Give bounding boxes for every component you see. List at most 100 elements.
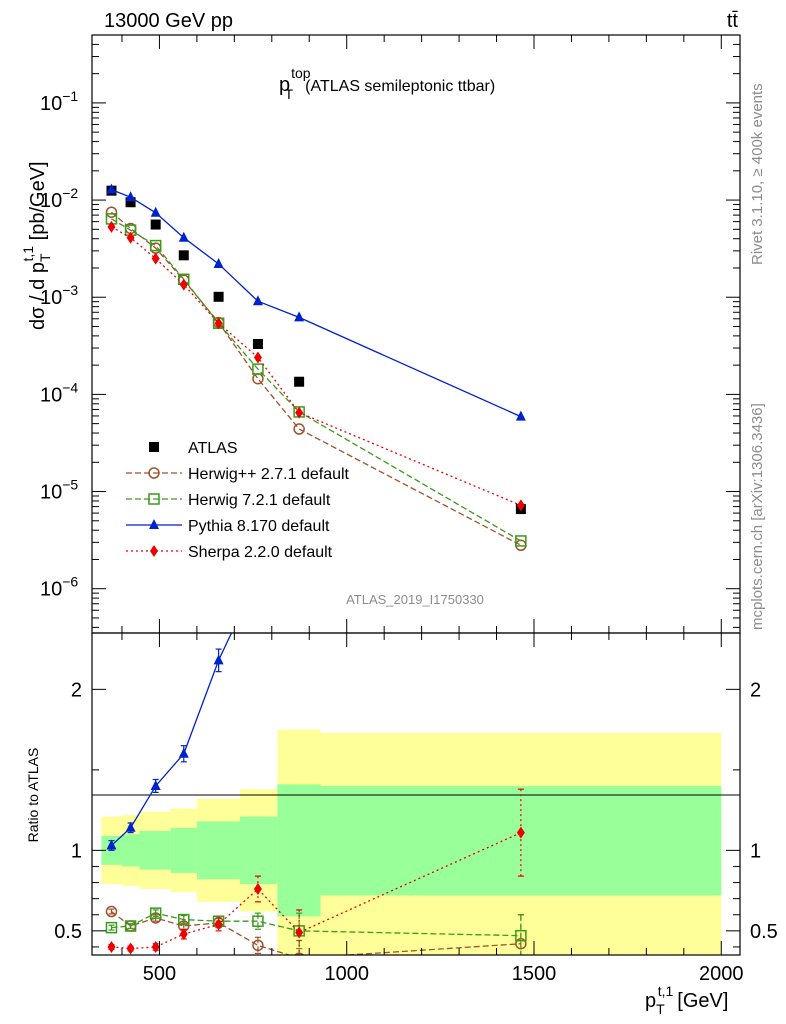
main-ytick-label: 10−4 (40, 379, 78, 406)
main-point (515, 410, 526, 421)
legend-entry: Sherpa 2.2.0 default (126, 544, 333, 561)
ratio-ytick-label-left: 0.5 (54, 921, 82, 943)
green-band (139, 831, 171, 870)
main-point (252, 372, 264, 385)
main-series-2 (105, 213, 527, 547)
legend-marker (148, 467, 160, 479)
ratio-line-1 (111, 912, 521, 937)
main-line-2 (111, 218, 522, 542)
green-band (121, 834, 140, 867)
main-point (178, 231, 189, 242)
ratio-point (213, 654, 224, 665)
legend-label: ATLAS (188, 440, 238, 457)
x-tick-label: 500 (143, 963, 176, 985)
legend-marker (149, 442, 159, 452)
mcplots-label: mcplots.cern.ch [arXiv:1306.3436] (749, 403, 766, 630)
main-point (294, 376, 305, 387)
ratio-point (178, 913, 190, 926)
ratio-ytick-label-right: 1 (750, 840, 761, 862)
ratio-point (516, 826, 525, 839)
main-point (294, 311, 305, 322)
main-point (105, 206, 118, 218)
main-point (150, 206, 161, 217)
x-axis-label: pTt,1 [GeV] (645, 983, 728, 1017)
x-tick-label: 2000 (699, 963, 744, 985)
main-point (149, 239, 162, 252)
ratio-point (179, 928, 188, 941)
main-point (515, 535, 527, 547)
legend-label: Herwig++ 2.7.1 default (188, 466, 350, 483)
main-point (106, 183, 117, 194)
ratio-point (295, 926, 304, 939)
ratio-series-layer (105, 633, 527, 955)
ratio-ytick-label-right: 2 (750, 679, 761, 701)
ratio-point (149, 907, 162, 919)
ratio-point (126, 942, 135, 955)
ratio-point (150, 779, 161, 790)
ratio-ylabel: Ratio to ATLAS (25, 748, 41, 843)
main-point (107, 220, 116, 233)
main-point (179, 278, 188, 291)
main-point (150, 219, 161, 230)
main-point (252, 363, 264, 375)
main-point (214, 317, 223, 330)
ratio-point (151, 940, 160, 953)
main-point (213, 291, 224, 302)
legend-entry: ATLAS (149, 440, 238, 457)
ratio-point (253, 882, 262, 895)
main-point (178, 250, 189, 261)
legend-label: Herwig 7.2.1 default (188, 492, 331, 509)
main-point (293, 423, 305, 435)
main-point (125, 191, 136, 202)
legend-label: Sherpa 2.2.0 default (188, 544, 333, 561)
main-ytick-label: 10−5 (40, 477, 78, 504)
ratio-point (252, 915, 264, 927)
main-series-3 (106, 183, 526, 421)
legend: ATLAS Herwig++ 2.7.1 default Herwig 7.2.1 … (126, 440, 350, 561)
ratio-point (178, 747, 189, 758)
legend-marker (149, 519, 159, 529)
ratio-series-2 (106, 633, 233, 851)
main-point (213, 257, 224, 268)
ratio-point (106, 839, 117, 850)
legend-entry: Herwig 7.2.1 default (126, 492, 331, 509)
legend-entry: Pythia 8.170 default (126, 518, 330, 535)
ratio-point (105, 905, 118, 918)
main-ytick-label: 10−1 (40, 88, 78, 115)
rivet-version-label: Rivet 3.1.10, ≥ 400k events (749, 83, 766, 265)
main-ytick-label: 10−2 (40, 185, 78, 212)
energy-label: 13000 GeV pp (104, 10, 233, 32)
ratio-ytick-label-right: 0.5 (750, 921, 778, 943)
ratio-point (214, 918, 223, 931)
legend-marker (150, 545, 158, 557)
main-series-0 (106, 185, 526, 515)
main-ytick-label: 10−3 (40, 282, 78, 309)
green-band (277, 784, 321, 917)
main-point (295, 406, 304, 419)
green-band (239, 816, 278, 885)
main-point (252, 295, 263, 306)
ratio-ytick-label-left: 1 (71, 840, 82, 862)
legend-label: Pythia 8.170 default (188, 518, 330, 535)
ratio-point (515, 929, 527, 942)
ratio-point (252, 939, 264, 952)
main-point (126, 231, 135, 244)
green-band (170, 827, 197, 873)
main-series-4 (107, 220, 525, 512)
ratio-point (294, 952, 304, 955)
x-tick-label: 1000 (324, 963, 369, 985)
ratio-series-1 (105, 907, 527, 955)
ratio-ytick-label-left: 2 (71, 679, 82, 701)
legend-marker (148, 493, 160, 505)
legend-entry: Herwig++ 2.7.1 default (126, 466, 350, 483)
main-point (516, 499, 525, 512)
main-series-layer (105, 183, 527, 552)
main-point (253, 351, 262, 364)
ratio-point (125, 821, 136, 832)
main-ylabel: dσ / d pTt,1 [pb/GeV] (20, 161, 53, 330)
process-label: tt̄ (727, 10, 739, 32)
main-point (252, 339, 263, 350)
ratio-point (105, 921, 118, 934)
ratio-point (107, 940, 116, 953)
